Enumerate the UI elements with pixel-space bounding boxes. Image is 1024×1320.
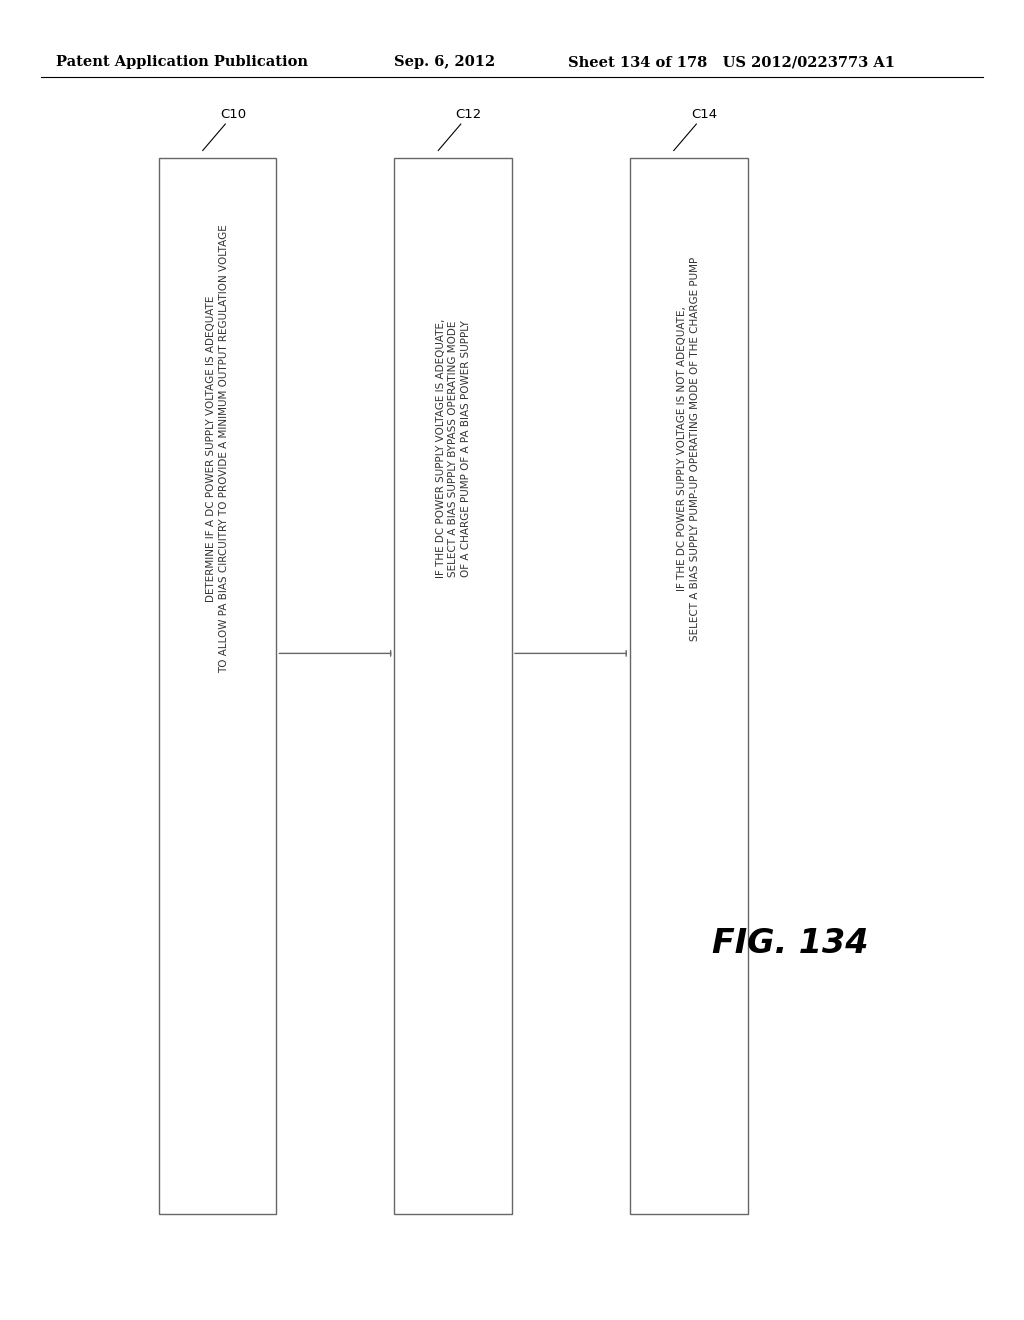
Text: IF THE DC POWER SUPPLY VOLTAGE IS ADEQUATE,
SELECT A BIAS SUPPLY BYPASS OPERATIN: IF THE DC POWER SUPPLY VOLTAGE IS ADEQUA…: [436, 319, 470, 578]
Bar: [394, 158, 512, 1214]
Text: Sheet 134 of 178   US 2012/0223773 A1: Sheet 134 of 178 US 2012/0223773 A1: [568, 55, 895, 70]
Bar: [159, 158, 276, 1214]
Text: Patent Application Publication: Patent Application Publication: [56, 55, 308, 70]
Text: DETERMINE IF A DC POWER SUPPLY VOLTAGE IS ADEQUATE
TO ALLOW PA BIAS CIRCUITRY TO: DETERMINE IF A DC POWER SUPPLY VOLTAGE I…: [207, 224, 228, 673]
Text: C10: C10: [220, 108, 247, 121]
Text: C12: C12: [456, 108, 482, 121]
Text: FIG. 134: FIG. 134: [712, 927, 868, 961]
Text: Sep. 6, 2012: Sep. 6, 2012: [394, 55, 496, 70]
Bar: [630, 158, 748, 1214]
Text: C14: C14: [691, 108, 718, 121]
Text: IF THE DC POWER SUPPLY VOLTAGE IS NOT ADEQUATE,
SELECT A BIAS SUPPLY PUMP-UP OPE: IF THE DC POWER SUPPLY VOLTAGE IS NOT AD…: [678, 256, 699, 642]
